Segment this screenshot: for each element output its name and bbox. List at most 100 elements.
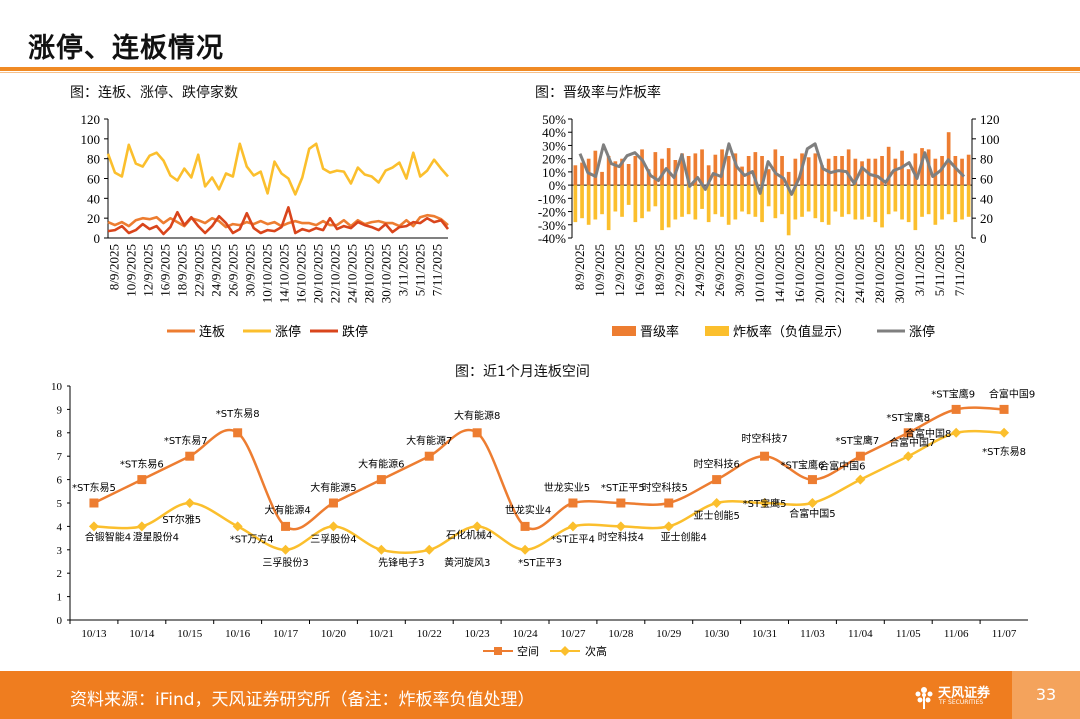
chart3-xtick-label: 11/07 xyxy=(992,628,1017,640)
chart2-xtick-label: 3/11/2025 xyxy=(912,244,927,296)
chart3-legend-label: 次高 xyxy=(585,644,607,658)
chart2-bar-break xyxy=(580,185,584,219)
chart2-bar-advance xyxy=(746,156,751,186)
chart2-bar-break xyxy=(773,185,778,219)
chart2-bar-break xyxy=(620,185,624,217)
chart2-bar-break xyxy=(840,185,844,217)
chart3-xtick-label: 10/30 xyxy=(704,628,730,640)
chart3-max-point xyxy=(233,428,243,438)
chart2-bar-advance xyxy=(633,156,638,186)
logo-cn: 天风证券 xyxy=(938,686,991,701)
chart3-second-point xyxy=(663,521,674,532)
chart2-bar-advance xyxy=(906,169,911,186)
chart3-xtick-label: 10/14 xyxy=(129,628,155,640)
chart2-bar-break xyxy=(766,185,771,207)
chart3-second-label: *ST正平4 xyxy=(551,534,595,545)
chart2-bar-break xyxy=(893,185,898,212)
chart3-second-label: 先锋电子3 xyxy=(378,556,424,569)
chart2-ytick-left-label: 10% xyxy=(542,165,566,180)
chart2-bar-break xyxy=(746,185,751,215)
chart2-bar-break xyxy=(573,185,578,223)
chart2-bar-break xyxy=(806,185,811,212)
chart3-second-label: ST尔雅5 xyxy=(162,513,201,526)
chart2-xtick-label: 24/9/2025 xyxy=(692,244,707,297)
chart2-ytick-left-label: 50% xyxy=(542,112,566,127)
chart3-second-label: *ST宝鹰5 xyxy=(743,497,787,510)
chart2-bar-break xyxy=(666,185,671,228)
chart1-ytick-label: 80 xyxy=(87,152,100,167)
chart2-bar-break xyxy=(913,185,918,231)
chart2-xtick-label: 28/10/2025 xyxy=(872,244,887,303)
chart3-second-point xyxy=(999,427,1010,438)
chart3-max-point xyxy=(328,498,338,508)
chart3-second-point xyxy=(615,521,626,532)
chart3-max-label: *ST东易6 xyxy=(120,458,164,471)
chart3-legend-swatch xyxy=(560,646,570,656)
chart2-ytick-right-label: 100 xyxy=(980,132,1000,147)
chart3-second-label: 时空科技4 xyxy=(598,530,644,543)
chart1-xtick-label: 10/10/2025 xyxy=(260,244,275,303)
chart3-max-label: *ST正平5 xyxy=(601,483,645,494)
chart1-xtick-label: 7/11/2025 xyxy=(430,244,445,296)
chart3-second-label: *ST万方4 xyxy=(230,532,274,545)
chart3-xtick-label: 10/15 xyxy=(177,628,203,640)
chart2-bar-advance xyxy=(600,171,604,186)
chart2-bar-break xyxy=(833,185,838,212)
chart2-ytick-right-label: 80 xyxy=(980,152,993,167)
chart3-xtick-label: 10/16 xyxy=(225,628,251,640)
chart3-second-point xyxy=(807,498,818,508)
chart2-bar-break xyxy=(920,185,924,217)
chart2-bar-advance xyxy=(766,169,771,186)
chart2-bar-break xyxy=(646,185,651,212)
chart2-bar-break xyxy=(966,185,971,217)
chart1-xtick-label: 3/11/2025 xyxy=(396,244,411,296)
chart2-ytick-right-label: 40 xyxy=(980,191,993,206)
chart2-bar-break xyxy=(820,185,824,223)
chart2-ytick-right-label: 20 xyxy=(980,211,993,226)
chart3-max-point xyxy=(664,498,674,508)
chart2-bar-break xyxy=(846,185,851,215)
chart3-ytick-label: 4 xyxy=(57,521,63,533)
chart2-bar-break xyxy=(800,185,804,217)
chart1-xtick-label: 16/10/2025 xyxy=(294,244,309,303)
chart3-max-point xyxy=(520,521,530,531)
chart3-second-point xyxy=(184,498,195,508)
chart3-second-label: 合富中国8 xyxy=(905,427,951,440)
chart3-ytick-label: 1 xyxy=(57,592,63,604)
chart2-ytick-right-label: 0 xyxy=(980,231,987,246)
chart3-xtick-label: 11/04 xyxy=(848,628,873,640)
chart2-ytick-right-label: 60 xyxy=(980,172,993,187)
chart1-xtick-label: 22/10/2025 xyxy=(328,244,343,303)
chart2-xtick-label: 10/10/2025 xyxy=(752,244,767,303)
chart2-ytick-left-label: -40% xyxy=(538,231,566,246)
chart3-max-point xyxy=(999,404,1009,414)
chart2-bar-break xyxy=(720,185,724,217)
chart2-legend-swatch xyxy=(612,326,636,336)
chart2-bar-advance xyxy=(820,165,824,186)
chart3-second-label: 澄星股份4 xyxy=(133,530,179,543)
chart2-bar-advance xyxy=(760,156,764,186)
chart3-max-label: 世龙实业4 xyxy=(505,503,551,516)
chart2-bar-break xyxy=(860,185,864,220)
chart2-limitup-line xyxy=(578,142,966,196)
chart1-ytick-label: 0 xyxy=(94,231,101,246)
chart1-ytick-label: 100 xyxy=(81,132,101,147)
chart2-bar-break xyxy=(873,185,878,223)
chart2-bar-break xyxy=(706,185,711,223)
chart1-ytick-label: 60 xyxy=(87,172,100,187)
chart3-second-label: 合富中国6 xyxy=(819,460,865,473)
chart1-xtick-label: 22/9/2025 xyxy=(192,244,207,297)
chart2-bar-break xyxy=(726,185,731,225)
chart1-xtick-label: 28/10/2025 xyxy=(362,244,377,303)
chart3-legend-label: 空间 xyxy=(517,644,539,658)
chart3-max-label: *ST东易5 xyxy=(72,481,116,494)
chart3-second-point xyxy=(424,544,435,555)
chart1-xtick-label: 10/9/2025 xyxy=(124,244,139,297)
chart3-second-label: 亚士创能4 xyxy=(661,530,707,543)
chart2-bar-advance xyxy=(626,164,631,186)
chart2-bar-break xyxy=(660,185,664,231)
chart3-max-point xyxy=(903,428,913,438)
chart3-second-label: 亚士创能5 xyxy=(693,509,739,522)
chart3-xtick-label: 10/20 xyxy=(321,628,347,640)
